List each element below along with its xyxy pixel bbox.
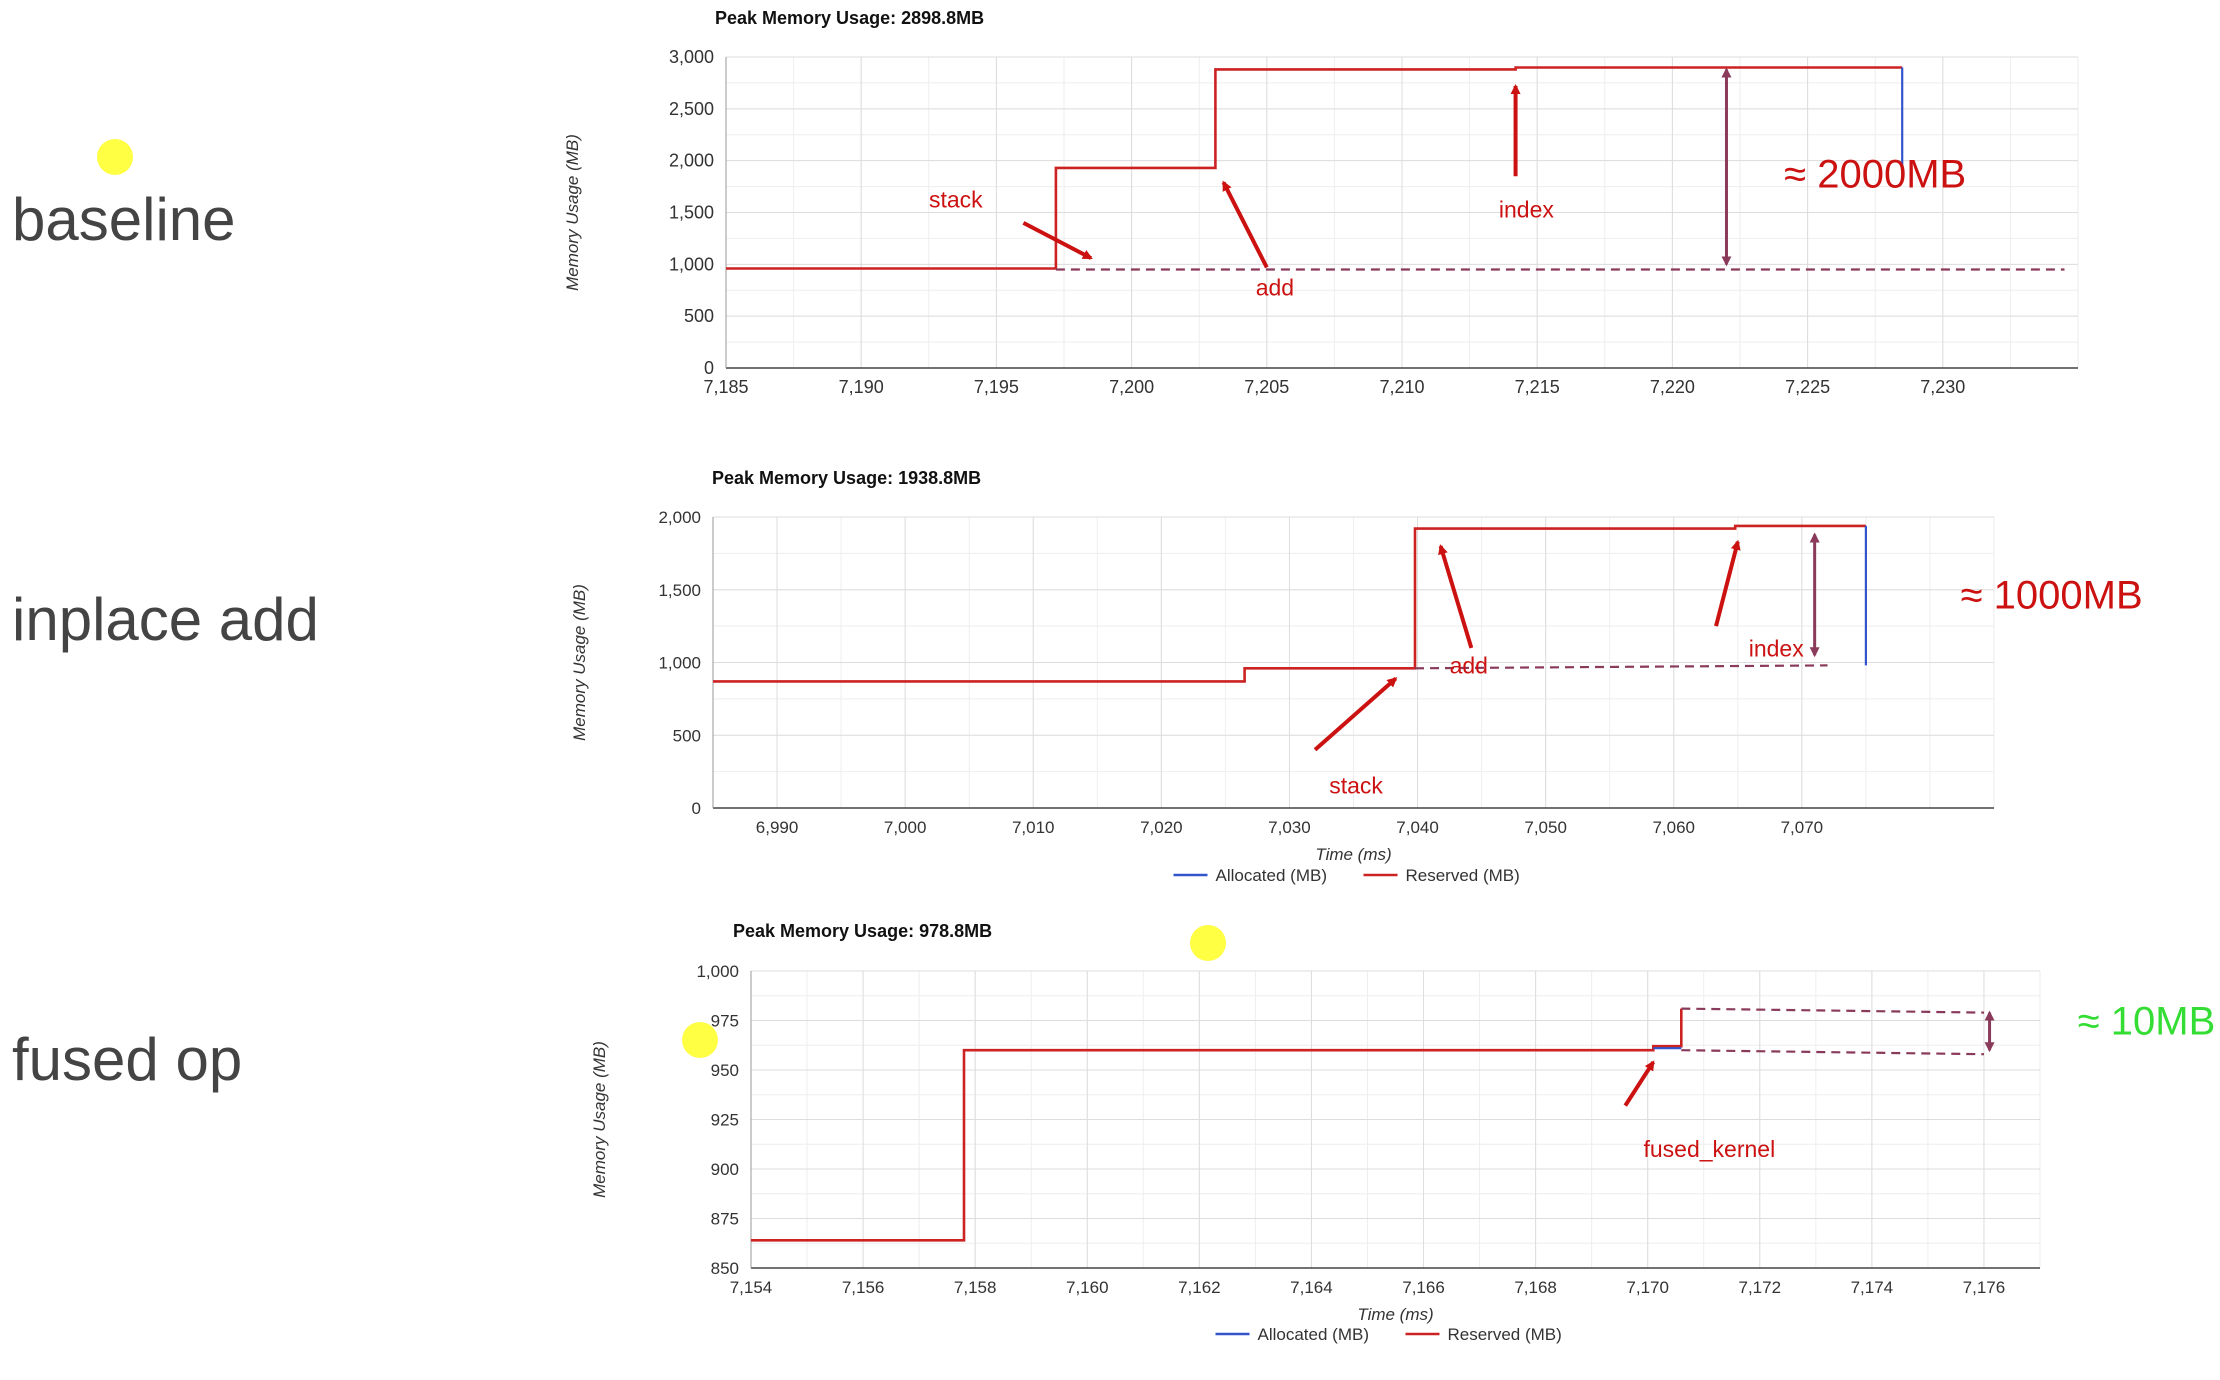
fused-op-memory-chart: Peak Memory Usage: 978.8MB 850 875 900 925 9… bbox=[590, 921, 2215, 1344]
legend-label: Reserved (MB) bbox=[1406, 866, 1520, 885]
y-tick-label: 0 bbox=[692, 799, 701, 818]
annotation-label: add bbox=[1256, 274, 1294, 300]
x-tick-label: 7,172 bbox=[1739, 1278, 1782, 1297]
legend-label: Allocated (MB) bbox=[1258, 1325, 1369, 1344]
pointer-dot bbox=[1190, 925, 1226, 961]
x-tick-label: 6,990 bbox=[756, 818, 799, 837]
x-tick-label: 7,174 bbox=[1851, 1278, 1894, 1297]
x-tick-label: 7,070 bbox=[1781, 818, 1824, 837]
row-label-inplace-add: inplace add bbox=[12, 586, 319, 653]
x-tick-label: 7,195 bbox=[974, 377, 1019, 397]
y-tick-label: 0 bbox=[704, 358, 714, 378]
x-tick-label: 7,205 bbox=[1244, 377, 1289, 397]
annotation-arrow bbox=[1714, 539, 1741, 627]
y-tick-label: 500 bbox=[673, 726, 701, 745]
y-axis-title: Memory Usage (MB) bbox=[570, 584, 589, 741]
series-baseline-dashed bbox=[1414, 664, 1828, 670]
x-tick-label: 7,200 bbox=[1109, 377, 1154, 397]
x-tick-label: 7,190 bbox=[839, 377, 884, 397]
x-tick-label: 7,170 bbox=[1626, 1278, 1669, 1297]
annotation-label: index bbox=[1499, 197, 1554, 223]
series-reserved bbox=[726, 66, 1903, 270]
x-tick-label: 7,000 bbox=[884, 818, 927, 837]
x-tick-label: 7,162 bbox=[1178, 1278, 1221, 1297]
annotation-arrow bbox=[1623, 1060, 1655, 1107]
y-axis-title: Memory Usage (MB) bbox=[590, 1041, 609, 1198]
y-tick-label: 1,000 bbox=[696, 962, 739, 981]
row-label-baseline: baseline bbox=[12, 186, 236, 253]
series-reserved bbox=[713, 524, 1866, 683]
x-tick-label: 7,166 bbox=[1402, 1278, 1445, 1297]
x-tick-label: 7,176 bbox=[1963, 1278, 2006, 1297]
x-axis-title: Time (ms) bbox=[1315, 845, 1391, 864]
annotation-arrow bbox=[1313, 677, 1398, 752]
x-tick-label: 7,185 bbox=[703, 377, 748, 397]
annotation-label: stack bbox=[1329, 772, 1383, 798]
x-tick-label: 7,230 bbox=[1920, 377, 1965, 397]
y-tick-label: 1,500 bbox=[658, 581, 701, 600]
x-tick-label: 7,030 bbox=[1268, 818, 1311, 837]
x-tick-label: 7,010 bbox=[1012, 818, 1055, 837]
x-tick-label: 7,060 bbox=[1652, 818, 1695, 837]
y-tick-label: 900 bbox=[711, 1160, 739, 1179]
annotation-arrow bbox=[1022, 221, 1093, 260]
x-tick-label: 7,215 bbox=[1515, 377, 1560, 397]
annotation-label: add bbox=[1450, 652, 1488, 678]
x-tick-label: 7,050 bbox=[1524, 818, 1567, 837]
x-tick-label: 7,164 bbox=[1290, 1278, 1333, 1297]
y-tick-label: 1,000 bbox=[669, 254, 714, 274]
y-tick-label: 500 bbox=[684, 306, 714, 326]
pointer-dot bbox=[682, 1022, 718, 1058]
series-lower-dashed bbox=[1681, 1049, 1985, 1056]
annotation-label: ≈ 10MB bbox=[2078, 999, 2216, 1043]
annotation-label: fused_kernel bbox=[1643, 1136, 1775, 1162]
x-tick-label: 7,040 bbox=[1396, 818, 1439, 837]
y-axis-title: Memory Usage (MB) bbox=[563, 134, 582, 291]
y-tick-label: 3,000 bbox=[669, 47, 714, 67]
y-tick-label: 2,000 bbox=[669, 151, 714, 171]
chart-title: Peak Memory Usage: 2898.8MB bbox=[715, 8, 984, 28]
annotation-arrow bbox=[1438, 544, 1474, 649]
y-tick-label: 2,500 bbox=[669, 99, 714, 119]
x-tick-label: 7,156 bbox=[842, 1278, 885, 1297]
x-tick-label: 7,210 bbox=[1379, 377, 1424, 397]
x-tick-label: 7,020 bbox=[1140, 818, 1183, 837]
row-label-fused-op: fused op bbox=[12, 1026, 242, 1093]
annotation-arrow bbox=[1221, 180, 1269, 269]
x-tick-label: 7,160 bbox=[1066, 1278, 1109, 1297]
y-tick-label: 850 bbox=[711, 1259, 739, 1278]
x-tick-label: 7,154 bbox=[730, 1278, 773, 1297]
y-tick-label: 1,500 bbox=[669, 203, 714, 223]
chart-title: Peak Memory Usage: 1938.8MB bbox=[712, 468, 981, 488]
legend-label: Allocated (MB) bbox=[1216, 866, 1327, 885]
y-tick-label: 1,000 bbox=[658, 654, 701, 673]
pointer-dot bbox=[97, 139, 133, 175]
series-upper-dashed bbox=[1681, 1007, 1985, 1014]
annotation-label: ≈ 2000MB bbox=[1784, 153, 1966, 197]
inplace-add-memory-chart: Peak Memory Usage: 1938.8MB 0 500 1,000 1,5… bbox=[570, 468, 2143, 885]
annotation-label: index bbox=[1749, 636, 1804, 662]
series-reserved bbox=[751, 1008, 1683, 1242]
y-tick-label: 950 bbox=[711, 1061, 739, 1080]
chart-title: Peak Memory Usage: 978.8MB bbox=[733, 921, 992, 941]
y-tick-label: 925 bbox=[711, 1111, 739, 1130]
annotation-label: stack bbox=[929, 186, 983, 212]
x-tick-label: 7,225 bbox=[1785, 377, 1830, 397]
baseline-memory-chart: Peak Memory Usage: 2898.8MB 0 500 1,000 1,5… bbox=[563, 8, 2079, 397]
x-tick-label: 7,158 bbox=[954, 1278, 997, 1297]
annotation-label: ≈ 1000MB bbox=[1961, 574, 2143, 618]
y-tick-label: 875 bbox=[711, 1210, 739, 1229]
x-tick-label: 7,220 bbox=[1650, 377, 1695, 397]
x-tick-label: 7,168 bbox=[1514, 1278, 1557, 1297]
y-tick-label: 2,000 bbox=[658, 508, 701, 527]
legend-label: Reserved (MB) bbox=[1448, 1325, 1562, 1344]
x-axis-title: Time (ms) bbox=[1357, 1305, 1433, 1324]
y-tick-label: 975 bbox=[711, 1012, 739, 1031]
